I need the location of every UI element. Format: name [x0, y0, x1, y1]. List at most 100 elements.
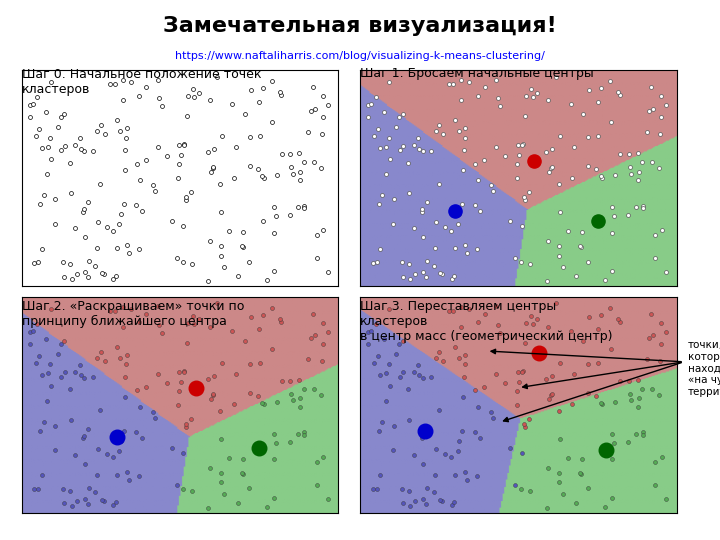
Point — [309, 331, 320, 340]
Point — [516, 448, 528, 457]
Point — [567, 400, 578, 409]
Point — [550, 299, 562, 308]
Point — [218, 490, 230, 498]
Point — [244, 133, 256, 141]
Point — [575, 242, 587, 251]
Point — [499, 379, 510, 387]
Point — [459, 133, 470, 142]
Point — [569, 143, 580, 152]
Point — [599, 275, 611, 284]
Point — [595, 84, 607, 92]
Point — [91, 354, 103, 362]
Point — [510, 400, 522, 409]
Point — [546, 163, 557, 171]
Point — [119, 392, 130, 401]
Point — [172, 173, 184, 182]
Text: Шаг 0. Начальное положение точек
кластеров: Шаг 0. Начальное положение точек кластер… — [22, 68, 261, 96]
Point — [171, 253, 183, 262]
Point — [410, 497, 421, 505]
Point — [204, 322, 216, 331]
Point — [38, 191, 50, 199]
Point — [207, 389, 219, 398]
Point — [110, 498, 122, 507]
Point — [305, 107, 317, 116]
Point — [383, 133, 395, 142]
Point — [520, 92, 531, 100]
Point — [457, 165, 469, 174]
Point — [42, 143, 53, 151]
Point — [173, 160, 184, 168]
Point — [363, 113, 374, 122]
Point — [179, 367, 190, 375]
Point — [575, 469, 587, 478]
Point — [268, 494, 279, 502]
Point — [114, 447, 125, 455]
Point — [228, 400, 240, 409]
Point — [30, 132, 42, 140]
Point — [421, 198, 433, 206]
Point — [98, 270, 109, 279]
Point — [394, 372, 405, 381]
Point — [518, 420, 530, 428]
Point — [236, 468, 248, 477]
Point — [554, 207, 566, 216]
Point — [298, 158, 310, 166]
Point — [439, 449, 451, 458]
Point — [287, 169, 299, 178]
Point — [606, 267, 618, 275]
Point — [311, 231, 323, 240]
Point — [542, 237, 554, 246]
Point — [302, 355, 314, 363]
Point — [117, 302, 128, 311]
Point — [120, 133, 132, 142]
Point — [405, 274, 416, 283]
Point — [58, 336, 70, 345]
Point — [204, 96, 216, 104]
Point — [595, 217, 607, 225]
Point — [284, 377, 296, 386]
Point — [439, 222, 451, 231]
Point — [86, 146, 98, 155]
Point — [462, 248, 473, 257]
Point — [615, 150, 626, 159]
Point — [523, 187, 535, 196]
Point — [633, 394, 644, 403]
Point — [479, 309, 490, 318]
Point — [114, 127, 126, 136]
Point — [147, 181, 158, 190]
Point — [402, 385, 414, 394]
Point — [655, 91, 667, 100]
Point — [394, 145, 405, 154]
Point — [101, 449, 112, 458]
Point — [202, 148, 213, 157]
Point — [436, 270, 448, 279]
Point — [383, 360, 395, 369]
Point — [91, 470, 102, 479]
Point — [109, 79, 120, 88]
Point — [58, 272, 70, 281]
Point — [107, 501, 119, 510]
Text: Шаг 2. «Раскрашиваем» точки по
принципу ближайшего центра: Шаг 2. «Раскрашиваем» точки по принципу … — [22, 300, 244, 328]
Point — [166, 217, 177, 225]
Point — [205, 395, 217, 403]
Point — [302, 128, 314, 137]
Point — [309, 104, 320, 113]
Point — [75, 371, 86, 380]
Point — [510, 480, 521, 489]
Point — [405, 501, 416, 510]
Point — [276, 150, 288, 159]
Point — [91, 445, 103, 454]
Point — [294, 394, 306, 403]
Point — [261, 275, 272, 284]
Point — [516, 485, 527, 494]
Point — [647, 104, 659, 113]
Point — [49, 446, 60, 455]
Point — [243, 257, 255, 266]
Point — [111, 433, 122, 442]
Point — [268, 203, 279, 212]
Point — [294, 402, 306, 411]
Point — [397, 336, 408, 345]
Point — [583, 86, 595, 94]
Text: Шаг 3. Переставляем центры
кластеров
в центр масс (геометрический центр): Шаг 3. Переставляем центры кластеров в ц… — [360, 300, 613, 343]
Point — [550, 72, 562, 81]
